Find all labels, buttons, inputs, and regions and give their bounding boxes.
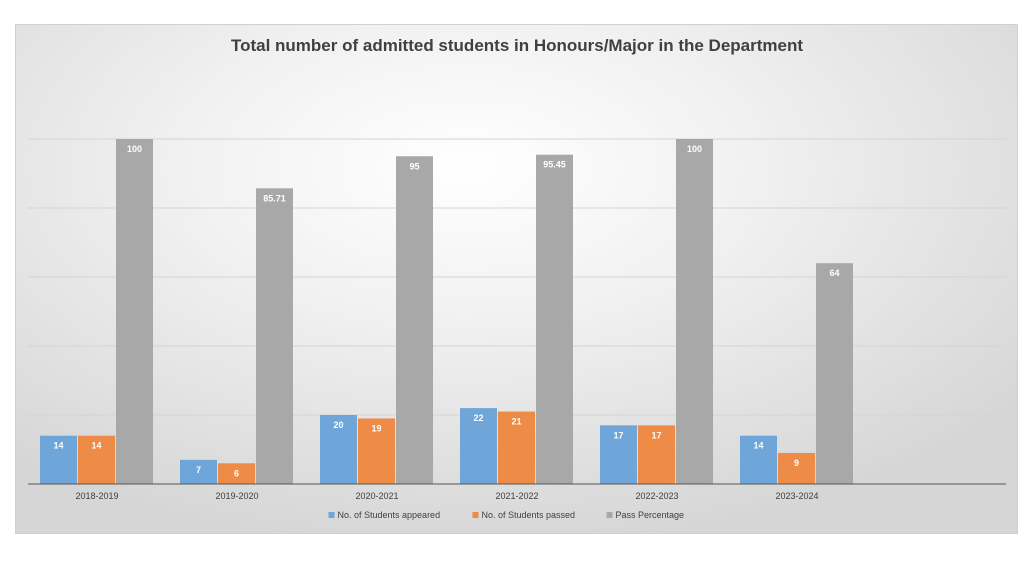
chart-title: Total number of admitted students in Hon… <box>231 36 803 55</box>
x-tick-label: 2021-2022 <box>495 491 538 501</box>
legend-item: No. of Students appeared <box>338 510 441 520</box>
x-tick-label: 2022-2023 <box>635 491 678 501</box>
data-label: 22 <box>473 413 483 423</box>
data-label: 17 <box>651 430 661 440</box>
data-label: 19 <box>371 423 381 433</box>
bar-2021-2022-series-2 <box>536 154 573 484</box>
bar-2021-2022-series-1 <box>498 411 535 484</box>
data-label: 14 <box>753 441 763 451</box>
bar-2018-2019-series-2 <box>116 139 153 484</box>
x-axis-tick-labels: 2018-2019 2019-2020 2020-2021 2021-2022 2022… <box>75 491 818 501</box>
legend-item: Pass Percentage <box>616 510 685 520</box>
data-label: 17 <box>613 430 623 440</box>
bar-2021-2022-series-0 <box>460 408 497 484</box>
legend-swatch <box>472 512 479 518</box>
x-tick-label: 2020-2021 <box>355 491 398 501</box>
data-label: 21 <box>511 417 521 427</box>
data-label: 20 <box>333 420 343 430</box>
x-tick-label: 2018-2019 <box>75 491 118 501</box>
bar-2023-2024-series-1 <box>778 452 815 484</box>
data-labels: 14 14 100 7 6 85.71 20 19 95 22 21 95.45 17 17 100 14 9 6… <box>53 144 839 478</box>
data-label: 14 <box>53 441 63 451</box>
bar-2022-2023-series-1 <box>638 425 675 484</box>
bar-2018-2019-series-1 <box>78 435 115 484</box>
bar-2023-2024-series-2 <box>816 263 853 484</box>
x-tick-label: 2023-2024 <box>775 491 818 501</box>
data-label: 7 <box>196 465 201 475</box>
bar-2019-2020-series-0 <box>180 459 217 484</box>
legend-item: No. of Students passed <box>482 510 576 520</box>
legend: No. of Students appeared No. of Students … <box>328 510 685 520</box>
bar-2022-2023-series-2 <box>676 139 713 484</box>
bar-2022-2023-series-0 <box>600 425 637 484</box>
data-label: 6 <box>234 468 239 478</box>
data-label: 95 <box>409 161 419 171</box>
data-label: 100 <box>127 144 142 154</box>
legend-swatch <box>328 512 335 518</box>
legend-swatch <box>606 512 613 518</box>
data-label: 100 <box>687 144 702 154</box>
bar-2020-2021-series-1 <box>358 418 395 484</box>
data-label: 85.71 <box>263 193 286 203</box>
bar-2019-2020-series-2 <box>256 188 293 484</box>
bar-2018-2019-series-0 <box>40 435 77 484</box>
data-label: 95.45 <box>543 160 566 170</box>
data-label: 9 <box>794 458 799 468</box>
bar-2020-2021-series-0 <box>320 415 357 484</box>
data-label: 64 <box>829 268 839 278</box>
gridlines <box>28 138 1006 416</box>
x-tick-label: 2019-2020 <box>215 491 258 501</box>
bar-2019-2020-series-1 <box>218 463 255 484</box>
bars <box>40 139 853 484</box>
bar-2020-2021-series-2 <box>396 156 433 484</box>
bar-2023-2024-series-0 <box>740 435 777 484</box>
data-label: 14 <box>91 441 101 451</box>
